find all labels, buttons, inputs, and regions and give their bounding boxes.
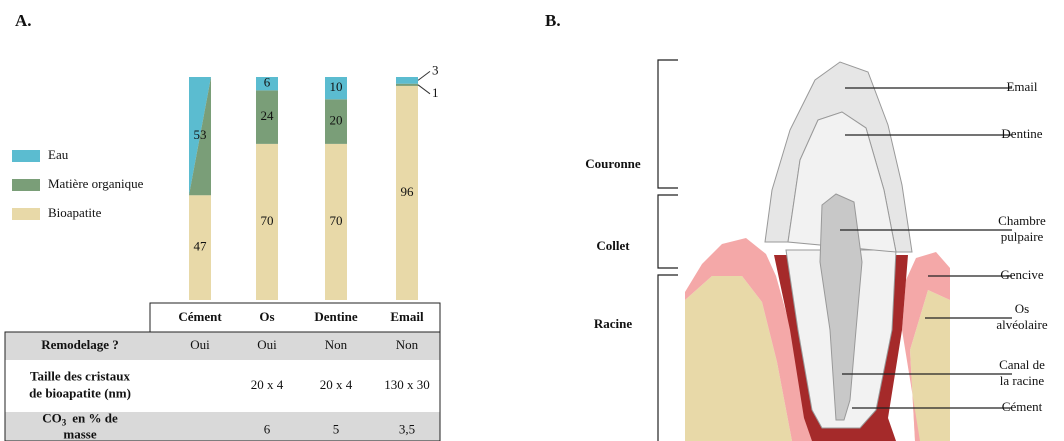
bar-segment xyxy=(256,143,278,300)
leader-line xyxy=(417,84,431,95)
part-label: Email xyxy=(1006,79,1037,94)
bar-segment-combined xyxy=(189,77,211,196)
data-label: 53 xyxy=(194,127,207,142)
data-label: 96 xyxy=(401,184,415,199)
part-label: la racine xyxy=(1000,373,1045,388)
part-label: Canal de xyxy=(999,357,1045,372)
bar-segment xyxy=(396,83,418,86)
row-bg xyxy=(5,332,440,360)
part-label: Os xyxy=(1015,301,1029,316)
row-label: Taille des cristaux xyxy=(30,368,130,383)
data-label: 70 xyxy=(330,213,343,228)
column-header: Os xyxy=(259,309,274,324)
row-label-part: CO xyxy=(42,410,62,425)
leader-line xyxy=(417,70,431,81)
table-cell: 5 xyxy=(333,421,340,436)
bar-segment xyxy=(256,90,278,144)
legend-swatch xyxy=(12,150,40,162)
table-border xyxy=(4,331,441,441)
legend-swatch xyxy=(12,179,40,191)
table-cell: Oui xyxy=(257,337,277,352)
bar-segment xyxy=(189,195,211,300)
data-label: 70 xyxy=(261,213,274,228)
bar-segment xyxy=(396,77,418,84)
bar-segment xyxy=(396,85,418,300)
data-label: 47 xyxy=(194,239,208,254)
data-label: 6 xyxy=(264,75,271,90)
tooth-diagram xyxy=(657,59,1012,441)
part-label: pulpaire xyxy=(1001,229,1044,244)
table-cell: 20 x 4 xyxy=(251,377,284,392)
row-label-sub: 3 xyxy=(62,418,67,428)
legend-label: Eau xyxy=(48,147,69,162)
row-label-part: en % de xyxy=(72,410,118,425)
table-cell: 3,5 xyxy=(399,421,415,436)
legend-label: Matière organique xyxy=(48,176,144,191)
part-label: alvéolaire xyxy=(996,317,1047,332)
table-cell: Oui xyxy=(190,337,210,352)
part-label: Chambre xyxy=(998,213,1046,228)
row-bg xyxy=(5,412,440,441)
panel-label: B. xyxy=(545,11,561,30)
legend-swatch xyxy=(12,208,40,220)
row-label: Remodelage ? xyxy=(41,337,119,352)
column-header: Dentine xyxy=(314,309,358,324)
part-label: Dentine xyxy=(1001,126,1042,141)
data-label: 24 xyxy=(261,108,275,123)
column-header: Email xyxy=(390,309,424,324)
legend-label: Bioapatite xyxy=(48,205,102,220)
bar-segment xyxy=(325,143,347,300)
data-label: 10 xyxy=(330,79,343,94)
bar-segment xyxy=(325,77,347,100)
bar-segment xyxy=(256,77,278,91)
part-label: Cément xyxy=(1002,399,1043,414)
row-label: CO3 en % de xyxy=(42,410,118,427)
row-label: de bioapatite (nm) xyxy=(29,385,131,400)
region-label: Couronne xyxy=(585,156,641,171)
table-cell: Non xyxy=(396,337,419,352)
table-cell: 6 xyxy=(264,421,271,436)
region-label: Racine xyxy=(594,316,633,331)
bar-segment xyxy=(325,99,347,144)
table-cell: 20 x 4 xyxy=(320,377,353,392)
table-cell: 130 x 30 xyxy=(384,377,430,392)
row-label: masse xyxy=(63,426,96,441)
table-cell: Non xyxy=(325,337,348,352)
data-label: 1 xyxy=(432,85,439,100)
region-label: Collet xyxy=(596,238,630,253)
panel-label: A. xyxy=(15,11,32,30)
part-label: Gencive xyxy=(1000,267,1044,282)
data-label: 20 xyxy=(330,113,343,128)
column-header: Cément xyxy=(178,309,222,324)
data-label: 3 xyxy=(432,62,439,77)
